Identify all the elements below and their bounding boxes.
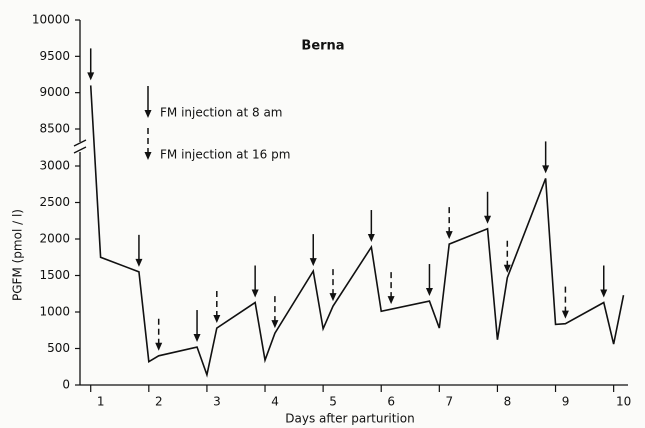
injection-arrow	[445, 207, 453, 240]
injection-arrow	[561, 286, 569, 319]
chart-title: Berna	[301, 39, 344, 54]
x-tick-label: 2	[155, 395, 163, 409]
y-tick-label: 10000	[32, 13, 70, 27]
x-tick-label: 4	[271, 395, 279, 409]
injection-arrow	[144, 128, 152, 160]
injection-arrow	[213, 291, 221, 324]
x-tick-label: 6	[387, 395, 395, 409]
arrow-head	[445, 231, 453, 240]
injection-arrow	[193, 310, 201, 343]
y-tick-label: 2500	[39, 195, 70, 209]
arrow-head	[251, 289, 259, 298]
y-tick-label: 8500	[39, 122, 70, 136]
arrow-head	[425, 288, 433, 297]
arrow-head	[155, 342, 163, 351]
arrow-head	[484, 215, 492, 224]
arrow-head	[309, 258, 317, 267]
injection-arrow	[271, 296, 279, 329]
y-tick-label: 1500	[39, 268, 70, 282]
injection-arrow	[144, 86, 152, 118]
injection-arrow	[542, 141, 550, 174]
injection-arrow	[135, 234, 143, 267]
arrow-head	[367, 234, 375, 243]
x-tick-label: 3	[213, 395, 221, 409]
arrow-head	[542, 165, 550, 174]
injection-arrow	[387, 272, 395, 305]
arrow-head	[329, 293, 337, 302]
x-axis-label: Days after parturition	[285, 412, 414, 426]
legend-label: FM injection at 8 am	[160, 106, 283, 120]
injection-arrow	[329, 269, 337, 302]
y-tick-label: 2000	[39, 232, 70, 246]
axis-break	[73, 139, 87, 147]
injection-arrow	[503, 240, 511, 273]
arrow-head	[503, 264, 511, 273]
arrow-head	[213, 315, 221, 324]
arrow-head	[144, 110, 152, 118]
x-tick-label: 5	[329, 395, 337, 409]
y-tick-label: 1000	[39, 305, 70, 319]
arrow-head	[144, 152, 152, 160]
injection-arrow	[309, 234, 317, 267]
y-tick-label: 500	[47, 341, 70, 355]
y-tick-label: 3000	[39, 159, 70, 173]
arrow-head	[271, 320, 279, 329]
axis-break	[73, 146, 87, 154]
data-line	[89, 85, 625, 378]
x-tick-label: 7	[446, 395, 454, 409]
arrow-head	[193, 334, 201, 343]
x-tick-label: 8	[504, 395, 512, 409]
injection-arrow	[155, 318, 163, 351]
legend-label: FM injection at 16 pm	[160, 148, 290, 162]
arrow-head	[135, 258, 143, 267]
injection-arrow	[87, 48, 95, 81]
y-tick-label: 9000	[39, 85, 70, 99]
arrow-head	[600, 289, 608, 298]
injection-arrow	[367, 210, 375, 243]
y-tick-label: 9500	[39, 49, 70, 63]
arrow-head	[87, 72, 95, 81]
arrow-head	[387, 296, 395, 305]
y-tick-label: 0	[62, 378, 70, 392]
x-tick-label: 9	[562, 395, 570, 409]
injection-arrow	[425, 264, 433, 297]
injection-arrow	[251, 265, 259, 298]
arrow-head	[561, 310, 569, 319]
injection-arrow	[600, 265, 608, 298]
x-tick-label: 10	[616, 395, 631, 409]
x-tick-label: 1	[97, 395, 105, 409]
injection-arrow	[484, 191, 492, 224]
y-axis-label: PGFM (pmol / l)	[11, 209, 25, 301]
